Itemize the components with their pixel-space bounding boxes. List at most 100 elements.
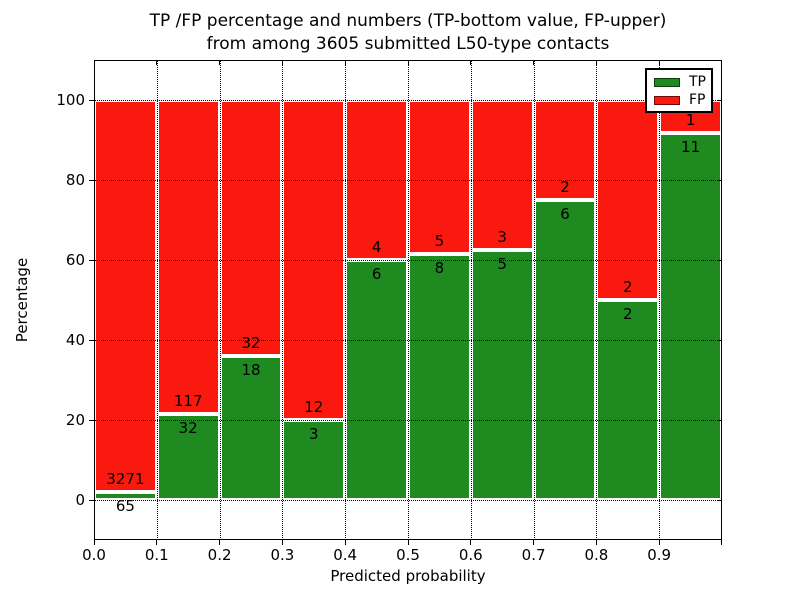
bar-segment-fp — [156, 100, 220, 415]
fp-color-swatch — [654, 96, 680, 105]
y-tick-mark — [89, 99, 94, 101]
tp-count-label: 2 — [623, 305, 633, 323]
x-gridline — [345, 60, 347, 540]
x-tick-mark-top — [470, 60, 472, 65]
x-gridline — [408, 60, 409, 540]
x-tick-label: 0.2 — [207, 546, 232, 564]
x-tick-mark-top — [93, 60, 95, 65]
legend-label-fp: FP — [689, 92, 706, 108]
x-tick-mark-top — [219, 60, 221, 65]
fp-count-label: 117 — [173, 392, 203, 411]
tp-color-swatch — [654, 78, 680, 87]
x-gridline — [219, 60, 221, 540]
x-tick-mark — [533, 540, 535, 545]
x-gridline — [156, 60, 158, 540]
x-tick-mark-top — [658, 60, 660, 65]
bar-segment-tp — [156, 414, 220, 500]
bar-segment-tp — [533, 200, 597, 500]
y-tick-label: 100 — [56, 91, 85, 109]
legend-item-fp: FP — [654, 93, 711, 108]
x-tick-mark-top — [344, 60, 346, 65]
y-axis-label: Percentage — [13, 257, 31, 343]
x-axis-label: Predicted probability — [330, 567, 486, 585]
bar-segment-fp — [219, 100, 283, 356]
bar-segment-tp — [345, 260, 408, 500]
x-tick-mark — [93, 540, 95, 545]
x-tick-mark — [721, 540, 722, 545]
tp-count-label: 11 — [681, 138, 701, 157]
y-tick-mark-right — [717, 419, 722, 421]
fp-count-label: 12 — [304, 398, 324, 416]
y-tick-label: 80 — [65, 171, 85, 189]
x-tick-label: 0.6 — [458, 546, 483, 564]
x-gridline — [596, 60, 598, 540]
y-tick-mark — [89, 419, 94, 421]
x-gridline — [659, 60, 661, 540]
x-tick-label: 0.8 — [584, 546, 609, 564]
x-tick-mark-top — [156, 60, 158, 65]
chart-title-line2: from among 3605 submitted L50-type conta… — [206, 34, 610, 54]
x-tick-mark — [281, 540, 283, 545]
x-gridline — [282, 60, 284, 540]
bar-segment-tp — [408, 253, 471, 500]
fp-count-label: 2 — [560, 178, 570, 196]
bar-segment-tp — [659, 133, 722, 500]
legend-item-tp: TP — [654, 75, 711, 90]
y-tick-mark — [89, 499, 94, 501]
chart-title-line1: TP /FP percentage and numbers (TP-bottom… — [149, 11, 667, 31]
legend-label-tp: TP — [689, 74, 706, 90]
x-gridline — [470, 60, 472, 540]
y-tick-mark — [89, 339, 94, 341]
tp-count-label: 6 — [560, 205, 570, 223]
x-tick-label: 0.5 — [396, 546, 420, 564]
fp-count-label: 1 — [685, 111, 696, 130]
y-tick-label: 0 — [75, 491, 85, 509]
x-tick-mark — [344, 540, 346, 545]
x-tick-label: 0.1 — [144, 546, 169, 564]
bar-segment-fp — [94, 100, 157, 493]
x-tick-mark — [470, 540, 472, 545]
y-tick-mark-right — [717, 339, 722, 341]
bar-segment-tp — [470, 250, 534, 500]
bar-segment-tp — [596, 300, 660, 500]
x-tick-label: 0.9 — [647, 546, 672, 564]
tp-count-label: 5 — [497, 255, 507, 273]
bar-segment-fp — [533, 100, 597, 200]
x-tick-mark-top — [533, 60, 535, 65]
y-tick-mark — [89, 179, 94, 181]
x-tick-mark — [219, 540, 221, 545]
bar-segment-tp — [282, 420, 346, 500]
y-tick-label: 60 — [65, 251, 85, 269]
y-tick-mark-right — [717, 179, 722, 181]
tp-count-label: 6 — [371, 265, 382, 283]
fp-count-label: 3271 — [106, 470, 145, 489]
x-tick-mark — [407, 540, 409, 545]
y-tick-mark-right — [717, 259, 722, 261]
x-tick-label: 0.7 — [521, 546, 546, 564]
x-gridline — [533, 60, 535, 540]
y-tick-mark — [89, 259, 94, 261]
fp-count-label: 4 — [371, 238, 382, 256]
fp-count-label: 32 — [241, 334, 261, 352]
fp-count-label: 5 — [434, 231, 445, 250]
fp-count-label: 2 — [623, 278, 633, 296]
y-tick-label: 40 — [65, 331, 85, 349]
tp-count-label: 3 — [309, 425, 319, 443]
x-tick-mark-top — [595, 60, 597, 65]
tp-count-label: 65 — [115, 497, 135, 516]
bar-segment-fp — [470, 100, 534, 250]
y-tick-label: 20 — [65, 411, 85, 429]
x-tick-mark — [156, 540, 158, 545]
tp-count-label: 32 — [178, 419, 198, 438]
tp-count-label: 18 — [241, 361, 261, 379]
x-tick-label: 0.4 — [333, 546, 358, 564]
x-tick-label: 0.0 — [82, 546, 106, 564]
x-tick-mark-top — [281, 60, 283, 65]
x-tick-mark — [658, 540, 660, 545]
x-tick-mark — [595, 540, 597, 545]
bar-segment-fp — [408, 100, 471, 254]
fp-count-label: 3 — [497, 228, 507, 246]
tp-count-label: 8 — [434, 258, 445, 277]
y-tick-mark-right — [717, 499, 722, 501]
